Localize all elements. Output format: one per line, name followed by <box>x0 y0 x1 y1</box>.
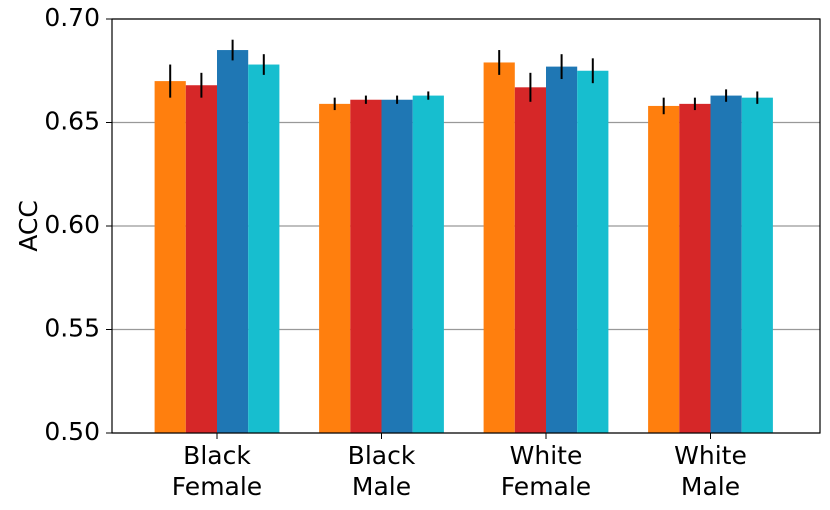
bar <box>514 87 546 433</box>
bar <box>381 99 413 433</box>
y-tick-label: 0.65 <box>44 107 100 136</box>
bar <box>648 105 680 433</box>
x-tick-label: White Female <box>501 441 591 501</box>
bar <box>217 50 249 434</box>
bar <box>710 95 742 433</box>
bar <box>546 66 578 434</box>
bar <box>483 62 515 433</box>
plot-frame <box>111 18 821 434</box>
y-tick-label: 0.55 <box>44 314 100 343</box>
y-tick-label: 0.60 <box>44 210 100 239</box>
y-tick-label: 0.50 <box>44 417 100 446</box>
bar <box>577 70 609 433</box>
bar <box>350 99 382 433</box>
x-tick-label: White Male <box>674 441 747 501</box>
bar <box>412 95 444 433</box>
bar <box>741 97 773 433</box>
bar <box>679 103 711 434</box>
y-tick-label: 0.70 <box>44 3 100 32</box>
bar <box>185 85 217 434</box>
bar <box>319 103 351 434</box>
bar <box>154 81 186 433</box>
x-tick-label: Black Female <box>172 441 262 501</box>
x-tick-label: Black Male <box>348 441 416 501</box>
bar <box>248 64 280 433</box>
y-axis-label: ACC <box>14 200 43 252</box>
